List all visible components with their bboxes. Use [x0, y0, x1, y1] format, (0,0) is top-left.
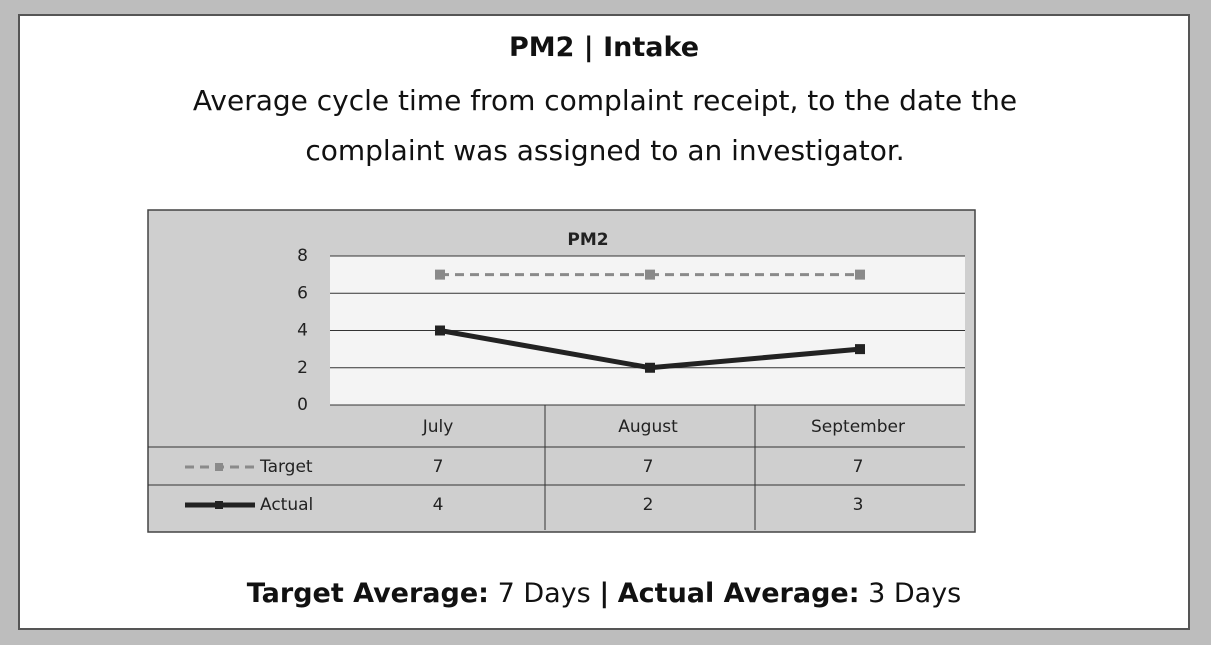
y-tick-label: 6 [297, 283, 308, 303]
x-tick-label: September [811, 417, 905, 437]
series-marker [435, 269, 445, 280]
y-tick-label: 0 [297, 395, 308, 415]
legend-marker [215, 463, 223, 471]
target-label: Target Average: [246, 578, 489, 609]
table-value: 7 [643, 457, 654, 477]
actual-value: 3 Days [868, 578, 962, 609]
series-marker [645, 362, 655, 373]
x-tick-label: July [422, 417, 454, 437]
series-marker [435, 325, 445, 336]
series-marker [855, 344, 865, 355]
legend-marker [215, 501, 223, 509]
footer: Target Average: 7 Days | Actual Average:… [20, 578, 1188, 609]
table-value: 2 [643, 495, 654, 515]
series-marker [645, 269, 655, 280]
y-tick-label: 8 [297, 246, 308, 266]
chart-title: PM2 [567, 230, 608, 250]
description: Average cycle time from complaint receip… [192, 84, 1018, 167]
legend-label: Target [259, 457, 313, 477]
table-value: 4 [433, 495, 444, 515]
legend-label: Actual [260, 495, 313, 515]
y-tick-label: 2 [297, 358, 308, 378]
target-value: 7 Days [497, 578, 591, 609]
table-value: 7 [853, 457, 864, 477]
actual-label: Actual Average: [617, 578, 860, 609]
table-value: 3 [853, 495, 864, 515]
series-marker [855, 269, 865, 280]
y-tick-label: 4 [297, 321, 308, 341]
separator: | [599, 578, 610, 609]
x-tick-label: August [618, 417, 678, 437]
table-value: 7 [433, 457, 444, 477]
title: PM2 | Intake [508, 32, 700, 63]
